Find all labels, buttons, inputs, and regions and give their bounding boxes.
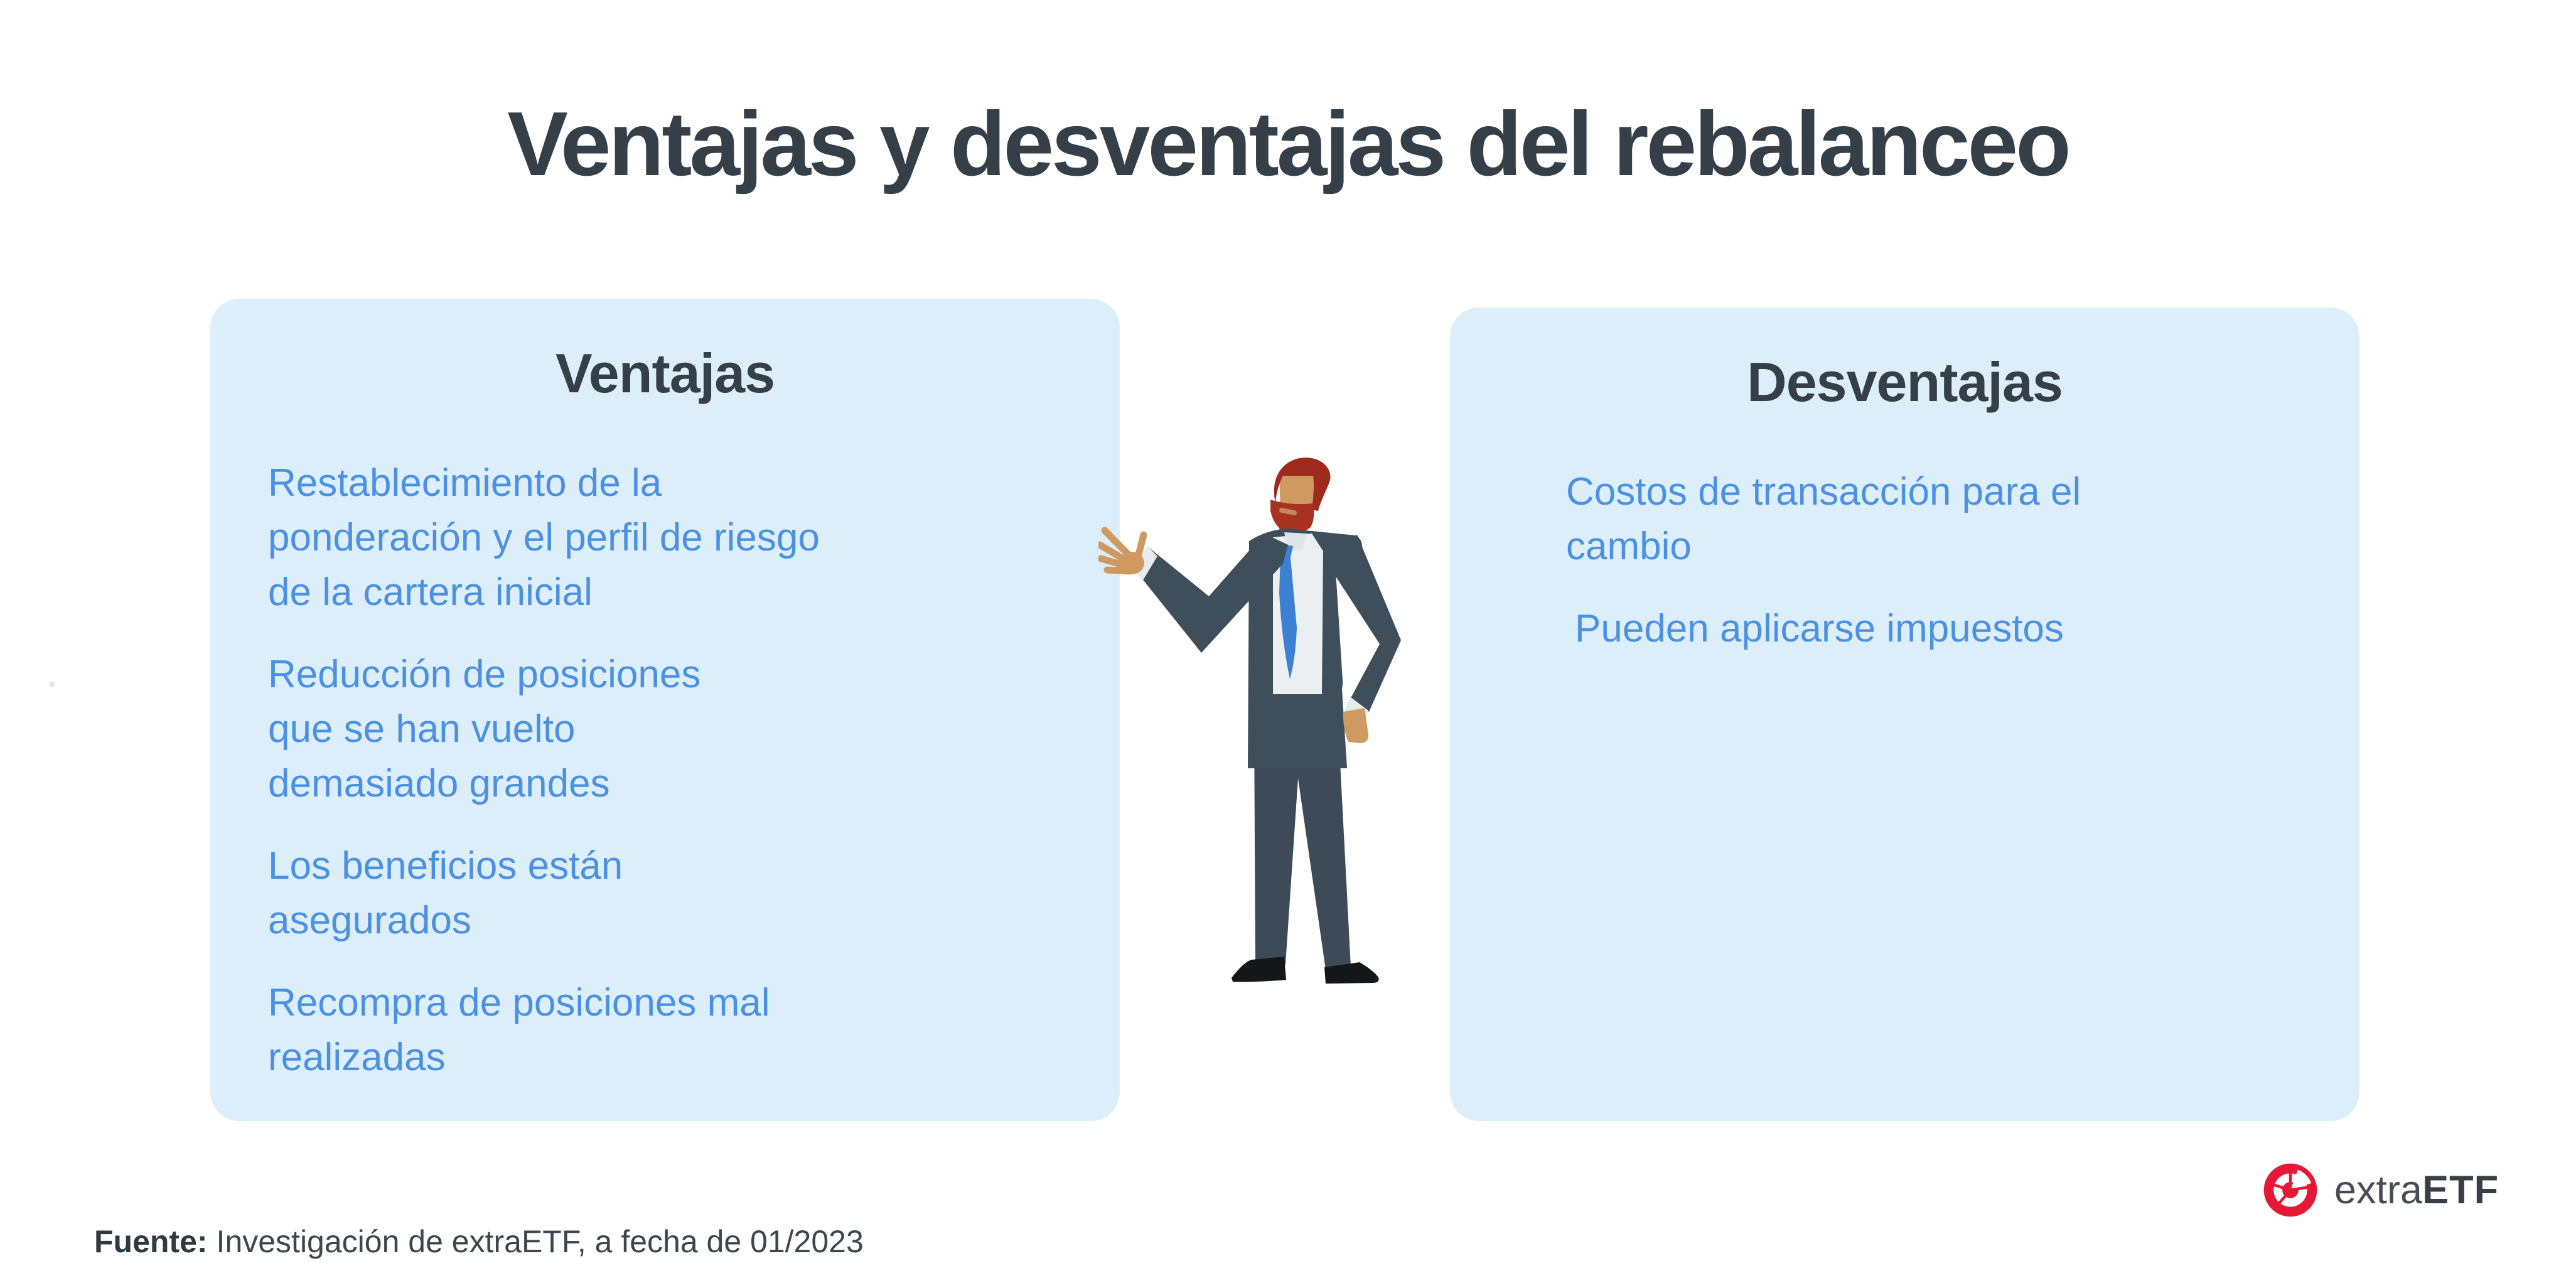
right-arm	[1331, 535, 1401, 712]
right-shoe	[1324, 962, 1379, 984]
left-arm	[1136, 534, 1288, 653]
logo-prefix: extra	[2334, 1167, 2423, 1212]
desventajas-heading: Desventajas	[1747, 351, 2063, 413]
advantage-item: Recompra de posiciones mal realizadas	[268, 981, 770, 1079]
desventajas-items: Costos de transacción para el cambio Pue…	[1450, 464, 2359, 656]
left-cuff	[1134, 546, 1157, 581]
logo-suffix: ETF	[2422, 1167, 2499, 1212]
desventajas-panel: Desventajas Costos de transacción para e…	[1450, 308, 2359, 1121]
pants	[1254, 716, 1351, 970]
left-shoe	[1232, 957, 1286, 982]
ventajas-items: Restablecimiento de la ponderación y el …	[210, 456, 1120, 1085]
source-note: Fuente: Investigación de extraETF, a fech…	[94, 1223, 864, 1260]
face	[1279, 472, 1314, 513]
logo-wordmark: extraETF	[2334, 1167, 2499, 1212]
extraetf-logo-icon	[2263, 1163, 2317, 1217]
advantage-item: Los beneficios están asegurados	[268, 844, 623, 942]
stray-mark	[49, 682, 55, 687]
source-label: Fuente:	[94, 1224, 208, 1259]
hair	[1274, 458, 1331, 511]
tie	[1278, 544, 1297, 679]
advantage-item: Reducción de posiciones que se han vuelt…	[268, 653, 701, 805]
page-title: Ventajas y desventajas del rebalanceo	[507, 93, 2071, 195]
businessman-illustration	[1098, 458, 1401, 984]
left-hand-fingers	[1098, 527, 1147, 575]
mouth	[1279, 508, 1297, 515]
ventajas-heading: Ventajas	[555, 342, 775, 404]
extraetf-logo: extraETF	[2262, 1161, 2499, 1219]
source-text: Investigación de extraETF, a fecha de 01…	[216, 1224, 864, 1259]
arm-gap	[1336, 571, 1382, 690]
disadvantage-item: Costos de transacción para el cambio	[1566, 470, 2081, 568]
beard	[1270, 500, 1314, 534]
disadvantage-item: Pueden aplicarse impuestos	[1575, 607, 2064, 650]
advantage-item: Restablecimiento de la ponderación y el …	[268, 461, 820, 614]
right-hand	[1343, 708, 1369, 743]
ventajas-panel: Ventajas Restablecimiento de la ponderac…	[210, 299, 1120, 1121]
